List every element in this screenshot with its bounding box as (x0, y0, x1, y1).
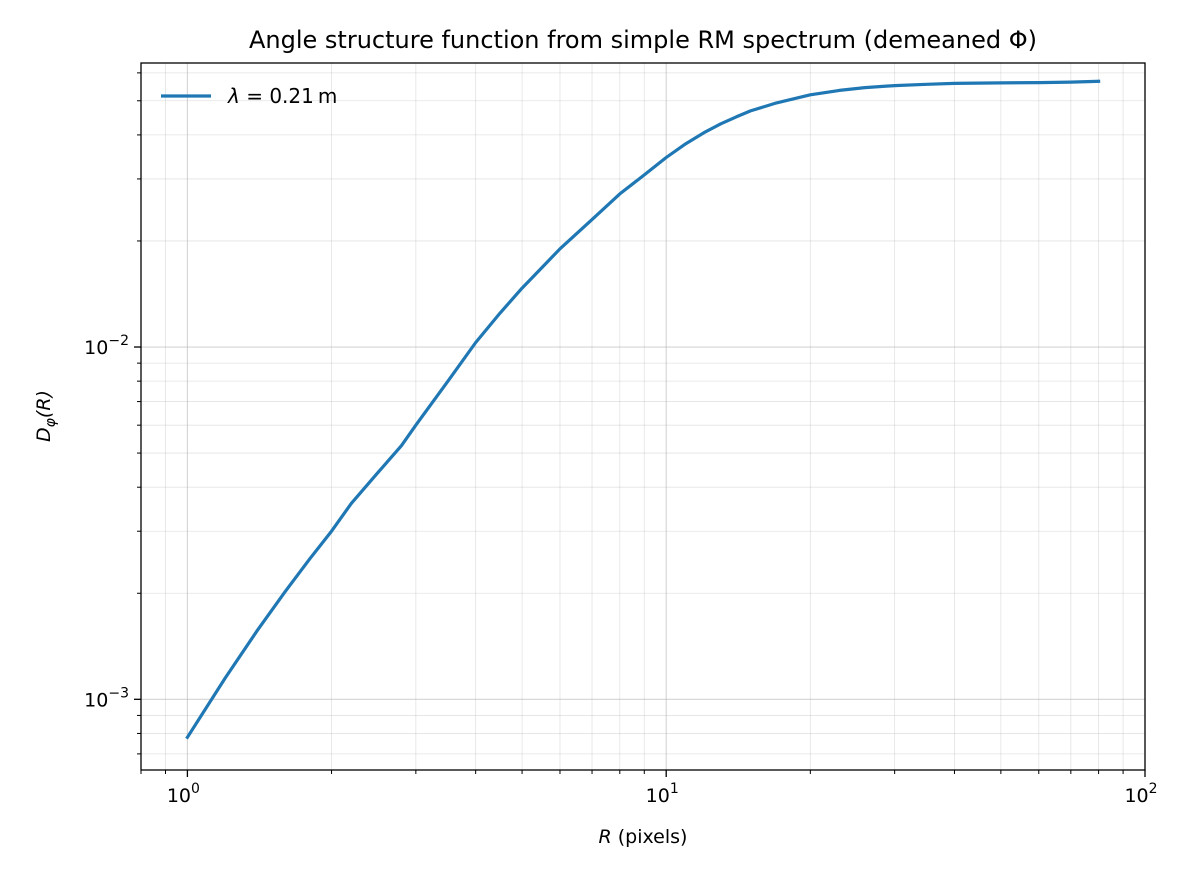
grid (140, 63, 1146, 770)
y-axis-label: Dφ(R) (33, 390, 59, 442)
y-tick-label: 10−2 (84, 333, 129, 359)
x-tick-label: 101 (646, 781, 679, 807)
plot-area (185, 79, 1101, 740)
x-tick-label: 100 (167, 781, 200, 807)
axis-ticks (134, 72, 1146, 777)
chart-title: Angle structure function from simple RM … (249, 26, 1037, 54)
y-axis-label-sub: φ (43, 417, 59, 427)
legend-label-symbol: λ (227, 84, 240, 108)
x-axis-label-var: R (599, 826, 612, 848)
x-tick-label: 102 (1124, 781, 1157, 807)
x-axis-label-unit: (pixels) (618, 826, 688, 848)
y-axis-label-arg: (R) (33, 390, 55, 418)
y-tick-label: 10−3 (84, 685, 129, 711)
y-axis-label-main: D (33, 427, 55, 442)
legend: λ = 0.21 m (161, 84, 337, 108)
x-tick-labels: 100 101 102 (167, 781, 1158, 807)
x-axis-label: R (pixels) (599, 826, 688, 848)
legend-label-value: = 0.21 m (240, 84, 337, 108)
series-line (185, 79, 1101, 740)
y-tick-labels: 10−3 10−2 (84, 333, 129, 711)
axes-frame (140, 62, 1146, 771)
legend-label: λ = 0.21 m (227, 84, 337, 108)
